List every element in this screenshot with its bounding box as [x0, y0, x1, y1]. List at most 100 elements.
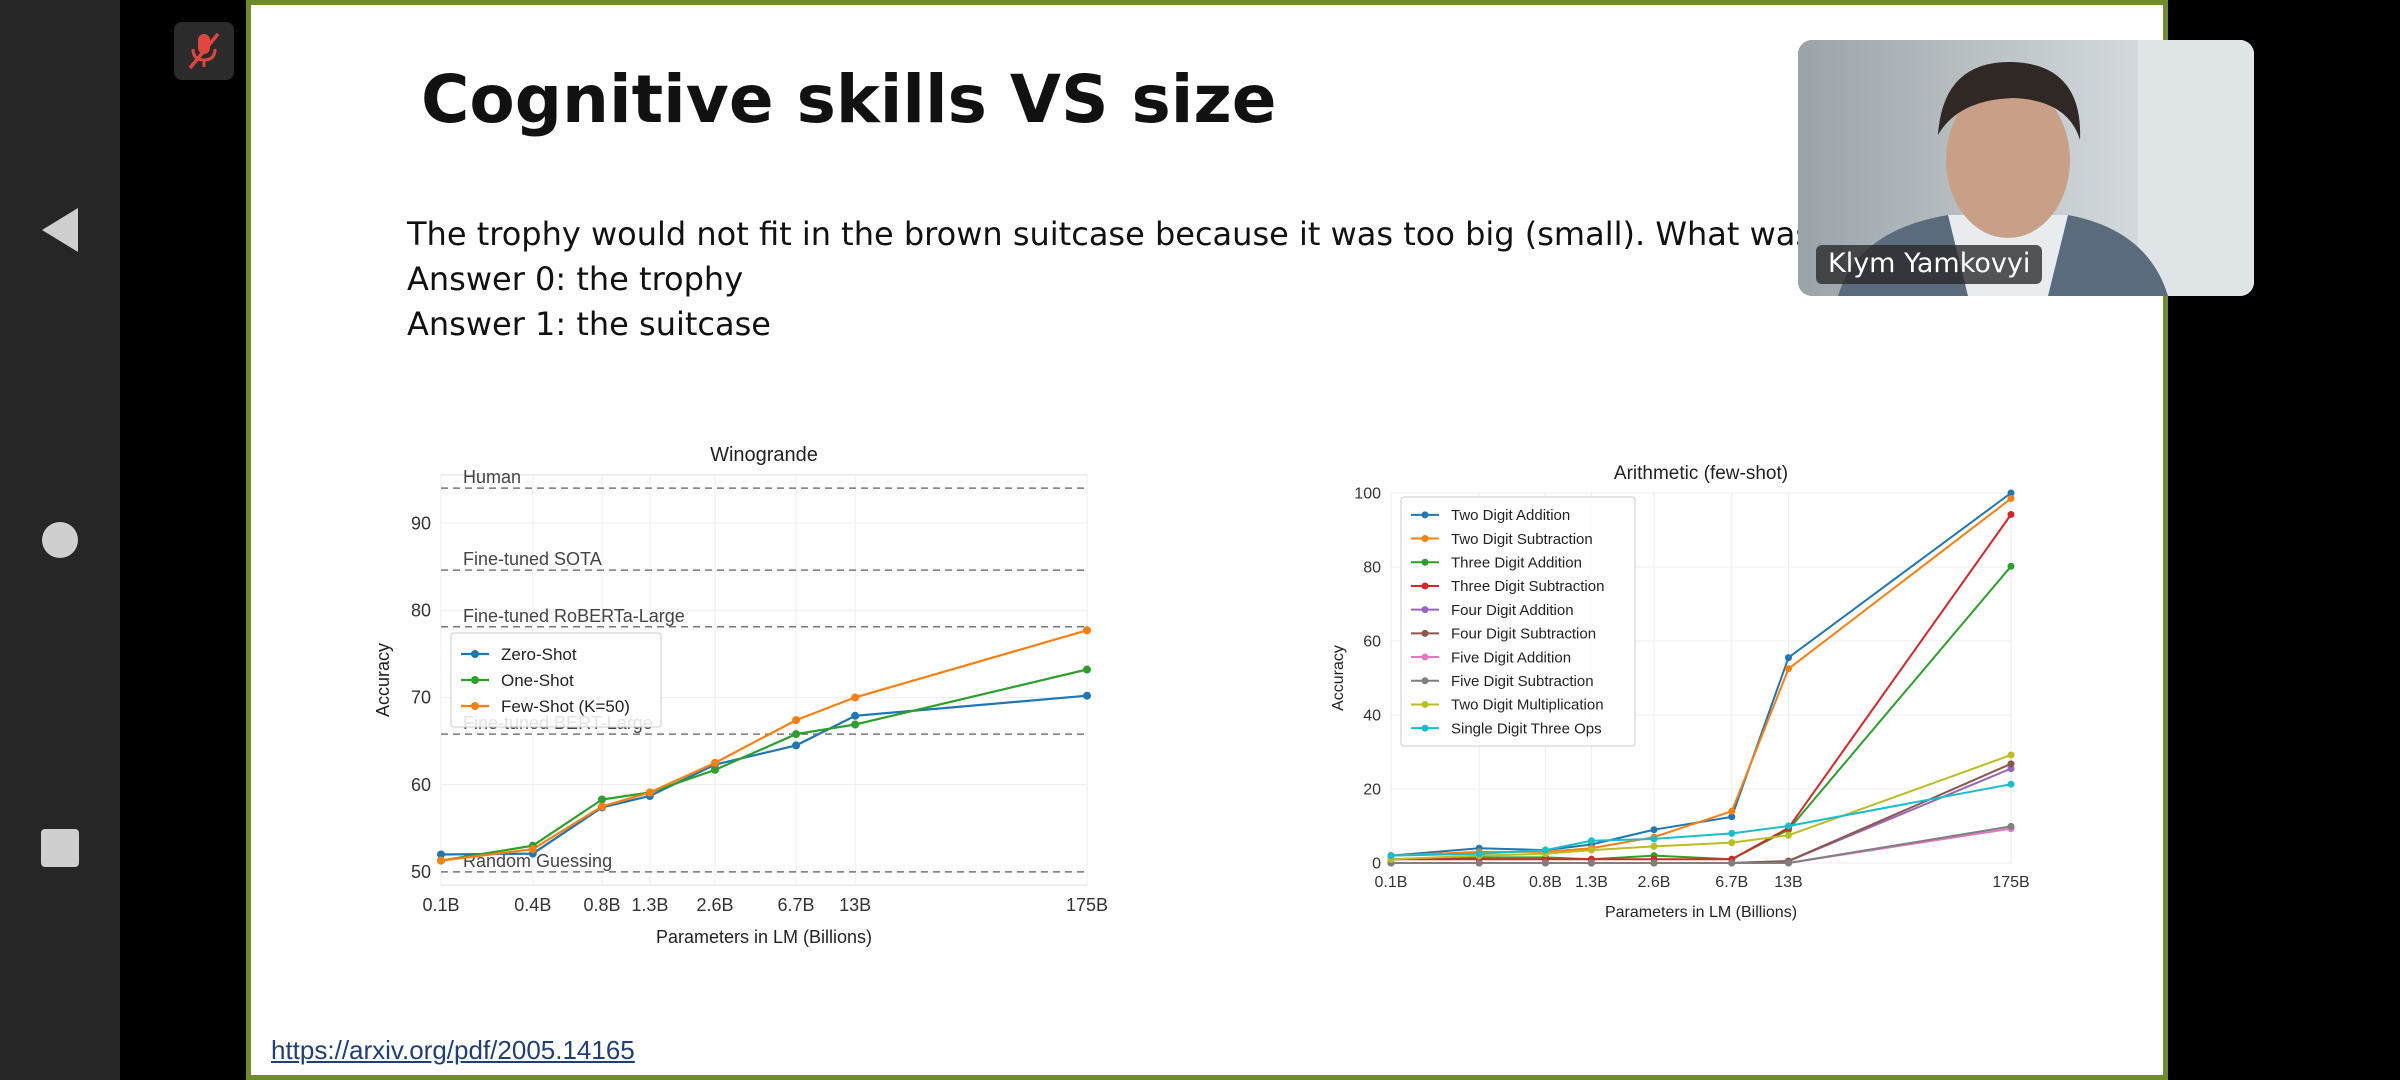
- chart-legend: [450, 632, 662, 728]
- mic-off-button[interactable]: [174, 22, 234, 80]
- participant-video-tile[interactable]: Klym Yamkovyi: [1798, 40, 2254, 296]
- data-point: [1587, 837, 1595, 845]
- y-tick-label: 20: [1363, 782, 1381, 799]
- legend-label: One-Shot: [501, 671, 574, 690]
- y-tick-label: 90: [411, 513, 431, 533]
- x-axis-label: Parameters in LM (Billions): [1605, 904, 1797, 921]
- home-circle-icon[interactable]: [30, 510, 90, 570]
- x-tick-label: 13B: [1774, 874, 1802, 891]
- data-point: [1083, 665, 1091, 674]
- reference-line-label: Fine-tuned RoBERTa-Large: [463, 606, 685, 626]
- x-tick-label: 1.3B: [1575, 874, 1608, 891]
- y-tick-label: 70: [411, 688, 431, 708]
- data-point: [1650, 826, 1658, 834]
- series-line: [1390, 783, 2012, 857]
- legend-label: Three Digit Addition: [1451, 555, 1582, 572]
- data-point: [1541, 859, 1549, 867]
- data-point: [2007, 562, 2015, 570]
- data-point: [2007, 489, 2015, 497]
- data-point: [1083, 691, 1091, 700]
- x-tick-label: 175B: [1992, 874, 2029, 891]
- series-line: [1390, 565, 2012, 861]
- data-point: [437, 856, 445, 865]
- data-point: [1784, 859, 1792, 867]
- chart-title: Arithmetic (few-shot): [1614, 463, 1788, 484]
- legend-label: Two Digit Subtraction: [1451, 531, 1593, 548]
- data-point: [792, 716, 801, 725]
- legend-marker: [1421, 653, 1429, 661]
- participant-name: Klym Yamkovyi: [1816, 245, 2043, 284]
- answer-0-text: Answer 0: the trophy: [407, 260, 744, 298]
- data-point: [1650, 835, 1658, 843]
- legend-marker: [1421, 535, 1429, 543]
- back-triangle-icon[interactable]: [30, 200, 90, 260]
- data-point: [1728, 839, 1736, 847]
- legend-label: Four Digit Subtraction: [1451, 626, 1596, 643]
- data-point: [792, 730, 801, 739]
- arxiv-link[interactable]: https://arxiv.org/pdf/2005.14165: [271, 1035, 635, 1065]
- reference-line-label: Human: [463, 467, 521, 487]
- y-tick-label: 80: [1363, 560, 1381, 577]
- data-point: [711, 765, 720, 774]
- data-point: [528, 845, 537, 854]
- recent-square-icon[interactable]: [30, 818, 90, 878]
- data-point: [2007, 765, 2015, 773]
- mic-off-icon: [188, 32, 220, 70]
- legend-label: Two Digit Addition: [1451, 507, 1570, 524]
- x-tick-label: 13B: [839, 895, 871, 915]
- legend-label: Five Digit Addition: [1451, 649, 1571, 666]
- legend-marker: [1421, 558, 1429, 566]
- chart-title: Winogrande: [710, 444, 818, 466]
- x-tick-label: 0.4B: [1463, 874, 1496, 891]
- data-point: [1650, 842, 1658, 850]
- data-point: [1650, 859, 1658, 867]
- legend-marker: [1421, 724, 1429, 732]
- legend-marker: [1421, 606, 1429, 614]
- data-point: [1784, 831, 1792, 839]
- reference-line-label: Fine-tuned SOTA: [463, 549, 602, 569]
- data-point: [1784, 654, 1792, 662]
- data-point: [1728, 829, 1736, 837]
- x-tick-label: 175B: [1066, 895, 1108, 915]
- x-tick-label: 0.8B: [1529, 874, 1562, 891]
- reference-line-label: Random Guessing: [463, 851, 612, 871]
- data-point: [1728, 859, 1736, 867]
- chart-legend: [1400, 496, 1636, 747]
- slide-title: Cognitive skills VS size: [421, 61, 1277, 138]
- x-tick-label: 2.6B: [1638, 874, 1671, 891]
- y-tick-label: 100: [1354, 486, 1381, 503]
- legend-marker: [1421, 511, 1429, 519]
- question-text: The trophy would not fit in the brown su…: [407, 215, 2071, 253]
- data-point: [597, 802, 606, 811]
- series-line: [440, 629, 1088, 862]
- legend-marker: [1421, 700, 1429, 708]
- data-point: [2007, 780, 2015, 788]
- y-axis-label: Accuracy: [1330, 645, 1347, 711]
- data-point: [851, 711, 860, 720]
- data-point: [2007, 760, 2015, 768]
- x-tick-label: 0.4B: [514, 895, 551, 915]
- data-point: [437, 850, 445, 859]
- data-point: [2007, 510, 2015, 518]
- y-tick-label: 60: [411, 775, 431, 795]
- legend-label: Zero-Shot: [501, 645, 577, 664]
- arithmetic-chart: 0.1B 0.4B 0.8B 1.3B 2.6B 6.7B 13B 175B 0 20 40 60 80…: [1330, 463, 2030, 921]
- data-point: [1728, 813, 1736, 821]
- x-tick-label: 1.3B: [631, 895, 668, 915]
- legend-marker: [1421, 582, 1429, 590]
- data-point: [1784, 665, 1792, 673]
- y-tick-label: 60: [1363, 634, 1381, 651]
- answer-1-text: Answer 1: the suitcase: [407, 305, 771, 343]
- participant-video-feed: [1798, 40, 2254, 296]
- legend-label: Five Digit Subtraction: [1451, 673, 1594, 690]
- data-point: [711, 758, 720, 767]
- legend-label: Single Digit Three Ops: [1451, 720, 1602, 737]
- data-point: [1728, 807, 1736, 815]
- y-tick-label: 40: [1363, 708, 1381, 725]
- legend-marker: [471, 676, 479, 684]
- series-line: [440, 668, 1088, 862]
- legend-label: Few-Shot (K=50): [501, 697, 630, 716]
- y-tick-label: 0: [1372, 856, 1381, 873]
- data-point: [2007, 822, 2015, 830]
- series-line: [1390, 497, 2012, 857]
